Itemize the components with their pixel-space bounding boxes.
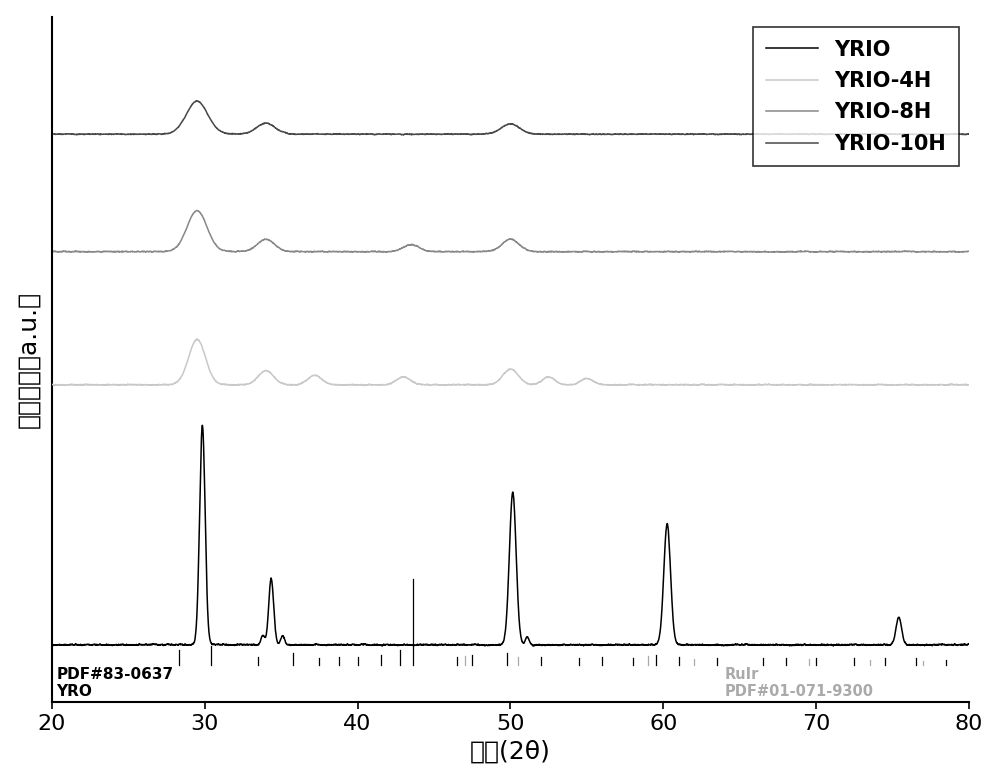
YRIO <box>196 420 208 430</box>
Line: YRIO-10H: YRIO-10H <box>52 101 969 135</box>
YRIO <box>589 640 601 650</box>
YRIO <box>629 640 641 650</box>
YRIO <box>717 641 729 651</box>
YRIO-4H <box>359 381 371 390</box>
YRIO-4H <box>191 335 203 344</box>
YRIO-10H <box>629 129 641 139</box>
YRIO-8H <box>589 246 601 256</box>
YRIO-4H <box>775 380 787 389</box>
YRIO-8H <box>191 206 203 215</box>
YRIO-8H <box>629 246 641 256</box>
X-axis label: 角度(2θ): 角度(2θ) <box>470 739 551 764</box>
YRIO-10H <box>92 129 104 138</box>
YRIO-4H <box>92 380 104 389</box>
YRIO-10H <box>398 130 410 140</box>
YRIO-8H <box>811 248 823 257</box>
YRIO-4H <box>589 378 601 387</box>
YRIO-10H <box>589 129 601 139</box>
YRIO-8H <box>963 246 975 256</box>
Line: YRIO: YRIO <box>52 425 969 646</box>
YRIO-4H <box>726 381 738 390</box>
YRIO <box>378 640 390 649</box>
YRIO-10H <box>46 129 58 139</box>
Text: PDF#83-0637
YRO: PDF#83-0637 YRO <box>56 667 173 699</box>
YRIO-10H <box>963 129 975 139</box>
YRIO-10H <box>726 129 738 139</box>
YRIO-8H <box>378 247 390 257</box>
YRIO-4H <box>46 380 58 389</box>
YRIO-10H <box>192 96 204 105</box>
Line: YRIO-8H: YRIO-8H <box>52 211 969 253</box>
Text: RuIr
PDF#01-071-9300: RuIr PDF#01-071-9300 <box>725 667 874 699</box>
YRIO <box>92 640 104 650</box>
Legend: YRIO, YRIO-4H, YRIO-8H, YRIO-10H: YRIO, YRIO-4H, YRIO-8H, YRIO-10H <box>753 27 959 166</box>
Line: YRIO-4H: YRIO-4H <box>52 339 969 385</box>
YRIO-8H <box>775 247 787 257</box>
YRIO-8H <box>726 246 738 256</box>
YRIO-10H <box>775 129 787 139</box>
YRIO-4H <box>378 381 390 390</box>
Y-axis label: 相对强度（a.u.）: 相对强度（a.u.） <box>17 291 41 428</box>
YRIO-8H <box>46 246 58 256</box>
YRIO <box>775 640 787 650</box>
YRIO-4H <box>963 380 975 389</box>
YRIO <box>726 640 738 650</box>
YRIO <box>963 640 975 649</box>
YRIO-8H <box>92 246 104 256</box>
YRIO <box>46 640 58 649</box>
YRIO-4H <box>629 380 641 389</box>
YRIO-10H <box>378 129 390 139</box>
